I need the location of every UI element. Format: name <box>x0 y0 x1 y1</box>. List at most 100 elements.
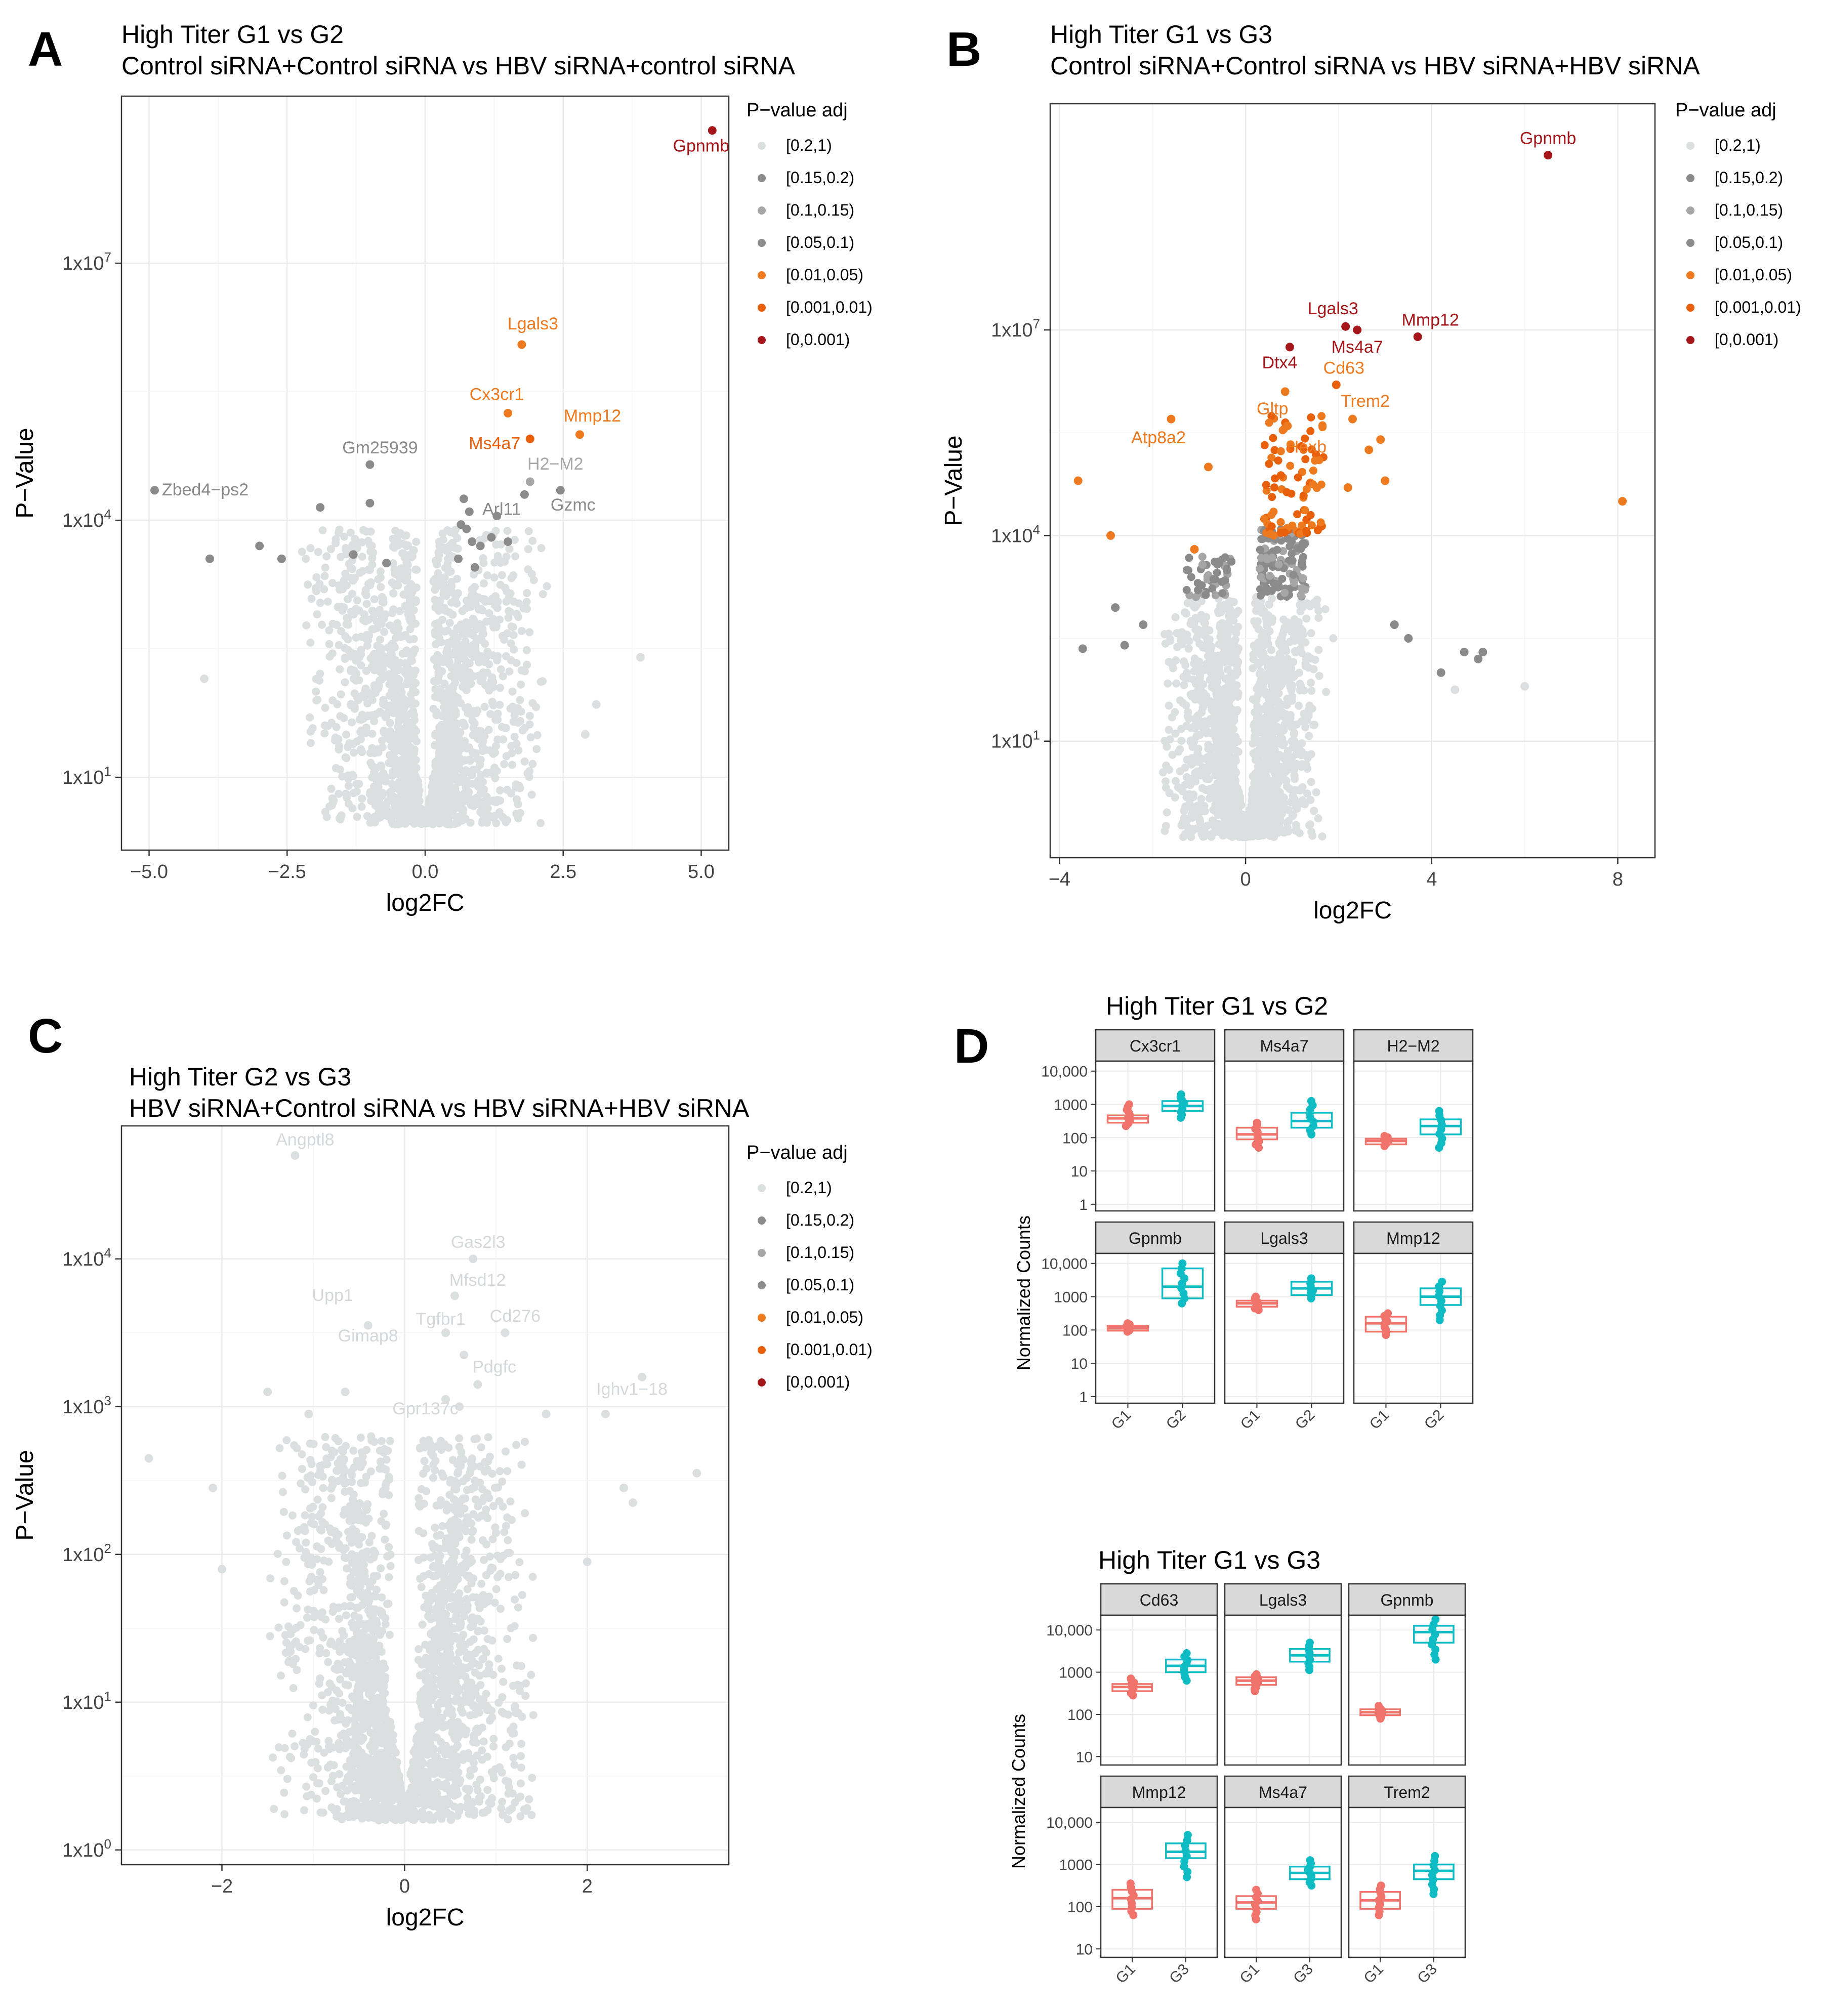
point-bg <box>1221 706 1229 715</box>
point-bg <box>318 526 327 535</box>
point-bg <box>450 674 459 683</box>
point-bg <box>327 801 336 810</box>
point-bg <box>1304 706 1313 715</box>
point-sig-gray <box>1289 570 1298 579</box>
point-bg <box>375 773 383 781</box>
point-bg <box>320 572 329 580</box>
point-bg <box>488 594 497 603</box>
point-bg <box>489 701 498 709</box>
point-bg <box>488 673 496 682</box>
point-bg <box>492 819 501 827</box>
data-point <box>1190 545 1199 554</box>
point-sig-orange <box>1276 518 1285 526</box>
point-sig-gray <box>1299 553 1307 561</box>
point-bg <box>352 656 360 665</box>
point-bg <box>523 589 531 597</box>
point-bg <box>517 666 526 675</box>
point-bg <box>452 772 461 781</box>
point-bg <box>485 660 493 668</box>
point-bg <box>353 596 361 605</box>
point-bg <box>1250 617 1259 625</box>
point-bg <box>432 763 440 772</box>
point-bg <box>481 640 489 648</box>
point-sig-orange <box>1302 516 1311 524</box>
point-bg <box>447 715 455 724</box>
data-point <box>365 460 375 469</box>
point-bg <box>306 1504 314 1513</box>
point-bg <box>470 570 478 579</box>
data-point <box>1341 322 1350 331</box>
point-bg <box>1262 794 1271 803</box>
point-bg <box>505 667 514 676</box>
gene-label-Hexb: Hexb <box>1287 437 1327 456</box>
point-bg <box>1288 684 1296 693</box>
x-tick-label: −2.5 <box>268 861 306 883</box>
point-bg <box>1258 628 1267 637</box>
point-bg <box>344 1681 352 1690</box>
point-bg <box>1229 824 1237 832</box>
point-bg <box>1274 675 1283 684</box>
point-bg <box>371 689 380 697</box>
point-sig-gray <box>1192 593 1200 601</box>
point-bg <box>497 1804 506 1813</box>
legend-title: P−value adj <box>747 100 848 121</box>
point-bg <box>342 1554 350 1562</box>
point-bg <box>1231 797 1239 806</box>
point-bg <box>313 610 321 619</box>
point-bg <box>502 752 511 761</box>
point-sig-gray <box>1209 575 1218 583</box>
point-bg <box>1205 626 1214 635</box>
point-sig-orange <box>1309 480 1317 489</box>
data-point <box>459 494 468 503</box>
point-bg <box>401 540 410 549</box>
point-bg <box>1295 701 1303 710</box>
point-bg <box>1216 602 1225 610</box>
point-bg <box>1254 709 1263 718</box>
point-bg <box>1277 740 1286 749</box>
point-bg <box>516 1792 525 1801</box>
point-bg <box>525 767 534 775</box>
point-bg <box>521 1438 529 1446</box>
point-sig-orange <box>1302 485 1311 493</box>
point-sig-gray <box>1185 554 1193 562</box>
point-bg <box>407 668 416 677</box>
gene-label-Cx3cr1: Cx3cr1 <box>470 385 524 404</box>
point-bg <box>1280 799 1289 808</box>
point-bg <box>473 778 481 787</box>
data-point <box>454 554 463 563</box>
point-bg <box>498 571 506 579</box>
point-bg <box>312 587 320 596</box>
background-points <box>1158 412 1338 842</box>
background-points <box>298 525 551 829</box>
point-bg <box>1307 778 1315 786</box>
point-sig-gray <box>1182 585 1191 594</box>
x-tick-label: 4 <box>1426 869 1437 890</box>
point-sig-gray <box>1283 534 1292 543</box>
point-bg <box>449 788 458 797</box>
point-bg <box>335 581 343 590</box>
point-bg <box>511 552 520 561</box>
chart-title: High Titer G1 vs G3 <box>1050 20 1272 49</box>
plot-border <box>1049 103 1656 859</box>
gene-label-Dtx4: Dtx4 <box>1262 353 1297 372</box>
legend-key <box>758 174 766 182</box>
point-bg <box>355 780 363 788</box>
point-bg <box>438 711 446 720</box>
point-bg <box>380 807 389 816</box>
data-point <box>1376 435 1385 444</box>
point-bg <box>533 731 542 739</box>
point-bg <box>1203 821 1212 830</box>
point-bg <box>1251 723 1260 732</box>
point-bg <box>522 598 531 606</box>
point-bg <box>1228 788 1237 797</box>
point-bg <box>366 790 374 799</box>
point-bg <box>1174 747 1183 756</box>
point-bg <box>1215 662 1223 671</box>
point-bg <box>333 620 341 629</box>
point-bg <box>1180 681 1188 689</box>
point-bg <box>435 754 443 763</box>
point-bg <box>364 636 372 645</box>
point-bg <box>503 629 512 638</box>
point-bg <box>391 667 399 676</box>
point-bg <box>471 600 480 608</box>
